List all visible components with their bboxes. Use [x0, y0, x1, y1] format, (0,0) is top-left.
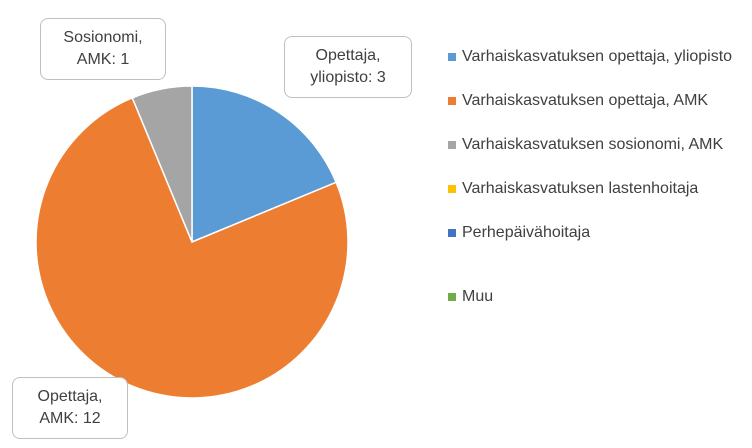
- pie-slice: [191, 85, 338, 244]
- legend-swatch: [448, 293, 456, 301]
- pie-slice: [35, 96, 349, 399]
- legend-entry: Muu: [448, 286, 748, 308]
- legend-swatch: [448, 97, 456, 105]
- legend-entry: Varhaiskasvatuksen lastenhoitaja: [448, 178, 748, 200]
- legend-label: Muu: [462, 288, 494, 305]
- data-label: Sosionomi, AMK: 1: [40, 18, 166, 80]
- legend-entry: Perhepäivähoitaja: [448, 222, 748, 244]
- legend-swatch: [448, 53, 456, 61]
- legend-swatch: [448, 141, 456, 149]
- legend-entry: Varhaiskasvatuksen sosionomi, AMK: [448, 134, 748, 156]
- legend-entry: Varhaiskasvatuksen opettaja, yliopisto: [448, 46, 748, 68]
- legend-label: Varhaiskasvatuksen sosionomi, AMK: [462, 136, 724, 153]
- legend-label: Varhaiskasvatuksen opettaja, AMK: [462, 92, 709, 109]
- legend-swatch: [448, 229, 456, 237]
- legend-label: Varhaiskasvatuksen lastenhoitaja: [462, 180, 699, 197]
- data-label: Opettaja, yliopisto: 3: [284, 36, 412, 98]
- legend-label: Varhaiskasvatuksen opettaja, yliopisto: [462, 48, 733, 65]
- legend-swatch: [448, 185, 456, 193]
- legend-label: Perhepäivähoitaja: [462, 224, 591, 241]
- data-label: Opettaja, AMK: 12: [12, 377, 128, 439]
- legend-entry: Varhaiskasvatuksen opettaja, AMK: [448, 90, 748, 112]
- pie-slice: [131, 85, 193, 243]
